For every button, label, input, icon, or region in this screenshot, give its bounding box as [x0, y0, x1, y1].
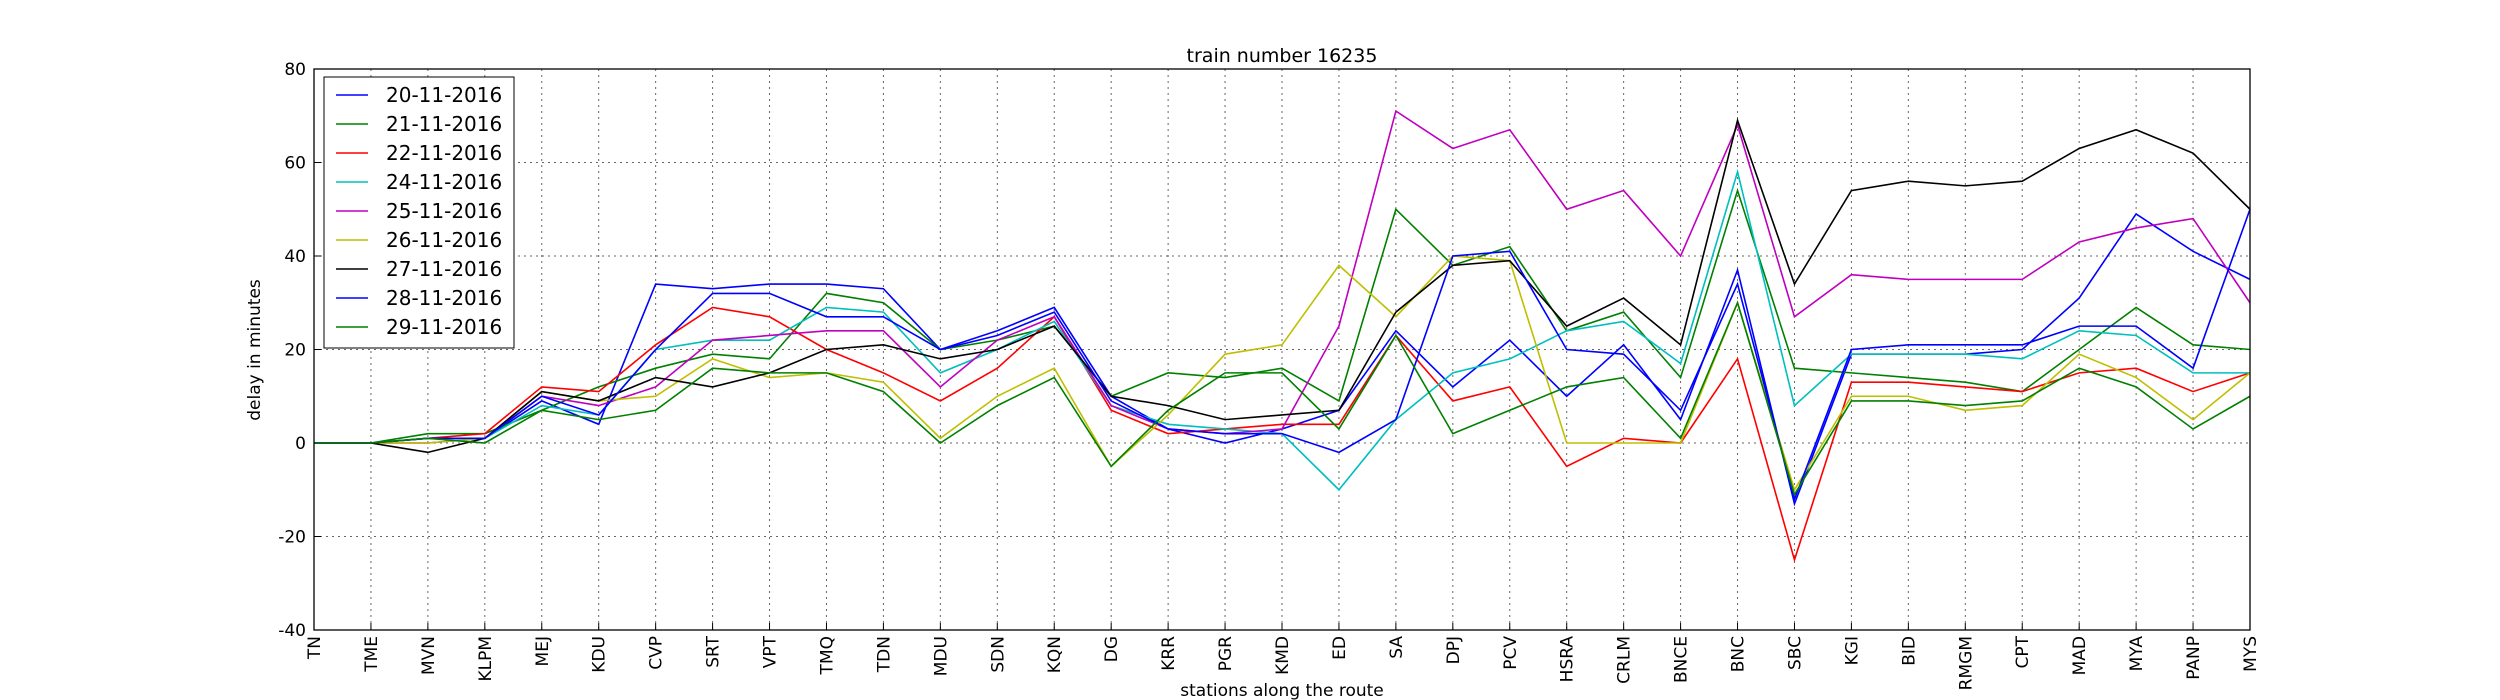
x-tick-label: TN: [305, 636, 325, 660]
x-tick-label: KRR: [1159, 636, 1179, 671]
y-tick-label: -40: [278, 621, 306, 641]
x-tick-label: ED: [1330, 636, 1350, 660]
y-tick-label: 40: [284, 247, 306, 267]
x-tick-label: CVP: [647, 636, 667, 670]
legend-label: 24-11-2016: [386, 170, 502, 194]
plot-frame: [313, 68, 2251, 631]
x-axis-label: stations along the route: [1180, 681, 1384, 700]
series-line: [314, 117, 2251, 454]
legend-label: 22-11-2016: [386, 141, 502, 165]
x-tick-label: SRT: [704, 635, 724, 667]
legend-label: 26-11-2016: [386, 228, 502, 252]
x-tick-label: BID: [1899, 636, 1919, 666]
x-tick-label: CRLM: [1615, 636, 1635, 684]
legend-label: 28-11-2016: [386, 286, 502, 310]
legend-box: [323, 76, 515, 349]
y-axis-label: delay in minutes: [245, 279, 265, 421]
x-tick-label: PANP: [2184, 636, 2204, 680]
x-tick-label: KMD: [1273, 636, 1293, 675]
series-line: [314, 306, 2251, 563]
x-tick-label: BNCE: [1672, 636, 1692, 683]
y-tick-label: -20: [278, 528, 306, 548]
x-tick-label: MVN: [419, 636, 439, 675]
x-tick-label: SDN: [988, 636, 1008, 673]
x-tick-label: VPT: [761, 635, 781, 668]
series-line: [314, 187, 2251, 444]
legend-label: 21-11-2016: [386, 112, 502, 136]
x-tick-label: MAD: [2070, 636, 2090, 675]
x-tick-label: MEJ: [533, 636, 553, 666]
x-tick-label: PGR: [1216, 636, 1236, 671]
x-tick-label: DG: [1102, 636, 1122, 662]
x-tick-label: MYS: [2241, 636, 2261, 672]
legend-label: 25-11-2016: [386, 199, 502, 223]
x-tick-label: RMGM: [1956, 636, 1976, 690]
x-tick-label: PCV: [1501, 636, 1521, 670]
legend-label: 27-11-2016: [386, 257, 502, 281]
x-tick-label: TDN: [874, 636, 894, 673]
x-tick-label: HSRA: [1558, 636, 1578, 683]
y-tick-label: 0: [295, 434, 306, 454]
y-tick-label: 80: [284, 60, 306, 80]
legend-label: 29-11-2016: [386, 315, 502, 339]
x-tick-label: CPT: [2013, 635, 2033, 668]
x-tick-label: DPJ: [1444, 636, 1464, 664]
x-tick-label: KLPM: [476, 636, 496, 682]
series-line: [314, 300, 2251, 497]
x-tick-label: SBC: [1785, 636, 1805, 670]
series-line: [314, 208, 2251, 502]
x-tick-label: MYA: [2127, 636, 2147, 672]
x-tick-label: BNC: [1729, 636, 1749, 672]
x-tick-label: KGI: [1842, 636, 1862, 665]
y-tick-label: 20: [284, 341, 306, 361]
x-tick-label: KDU: [590, 636, 610, 673]
series-line: [314, 255, 2251, 492]
y-tick-label: 60: [284, 154, 306, 174]
x-tick-label: TMQ: [817, 636, 837, 675]
series-line: [314, 109, 2251, 444]
x-tick-label: TME: [362, 636, 382, 673]
x-tick-label: SA: [1387, 636, 1407, 659]
chart-title: train number 16235: [1187, 45, 1378, 67]
x-tick-label: MDU: [931, 636, 951, 676]
legend-label: 20-11-2016: [386, 83, 502, 107]
x-tick-label: KQN: [1045, 636, 1065, 673]
